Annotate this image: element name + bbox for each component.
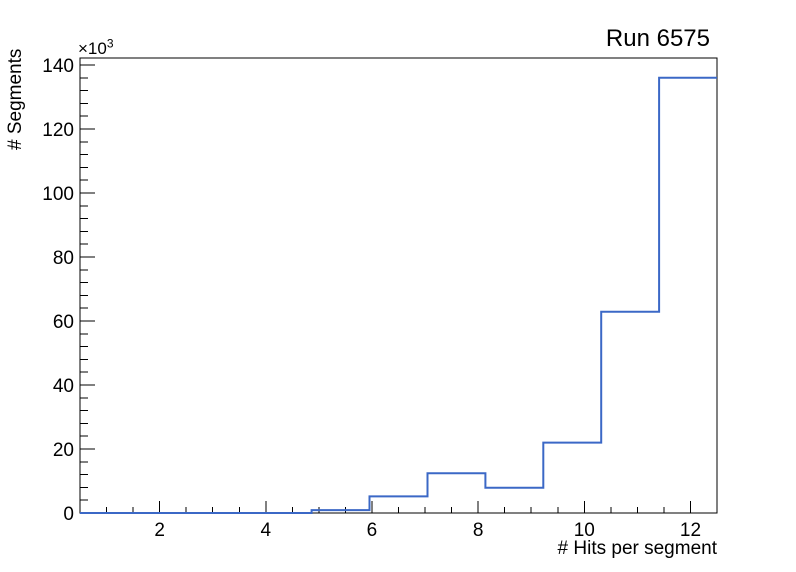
y-tick-label: 100 <box>42 184 74 205</box>
y-tick-label: 20 <box>53 440 74 461</box>
plot-title: Run 6575 <box>605 25 710 52</box>
y-axis-ticks <box>80 64 95 514</box>
y-axis-label: # Segments <box>5 48 26 150</box>
x-axis-ticks <box>106 501 691 513</box>
x-axis-tick-labels: 2 4 6 8 10 12 <box>154 520 701 541</box>
x-tick-label: 4 <box>261 520 272 541</box>
y-tick-label: 60 <box>53 312 74 333</box>
histogram-line <box>80 76 717 514</box>
x-axis-label: # Hits per segment <box>557 538 717 559</box>
x-tick-label: 2 <box>154 520 165 541</box>
x-tick-label: 10 <box>574 520 595 541</box>
y-axis-multiplier-exponent: 3 <box>106 36 114 51</box>
y-tick-label: 40 <box>53 376 74 397</box>
y-axis-tick-labels: 0 20 40 60 80 100 120 140 <box>42 56 74 525</box>
y-axis-multiplier-base: ×10 <box>78 39 107 58</box>
y-tick-label: 80 <box>53 248 74 269</box>
y-tick-label: 140 <box>42 56 74 77</box>
x-tick-label: 8 <box>473 520 484 541</box>
y-tick-label: 120 <box>42 120 74 141</box>
plot-frame <box>79 57 718 514</box>
y-tick-label: 0 <box>63 504 74 525</box>
x-tick-label: 12 <box>680 520 701 541</box>
y-axis-multiplier: ×103 <box>78 37 114 58</box>
x-tick-label: 6 <box>367 520 378 541</box>
